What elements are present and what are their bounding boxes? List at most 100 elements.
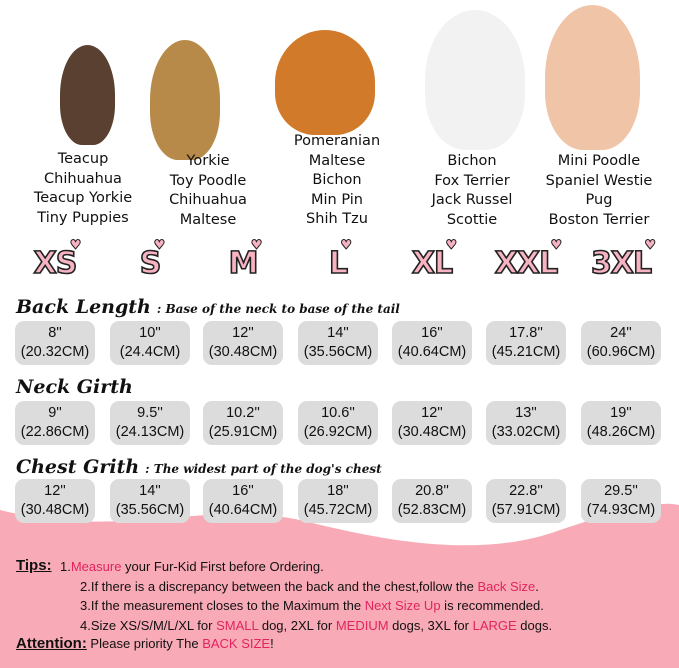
cm-value: (40.64CM) <box>397 344 467 360</box>
inches-value: 9'' <box>48 405 62 421</box>
breed-name: Pug <box>585 192 613 208</box>
breed-name: Yorkie <box>186 153 230 169</box>
heart-icon: ♥ <box>445 238 458 254</box>
size-text: XL <box>411 245 454 282</box>
inches-value: 9.5'' <box>137 405 163 421</box>
row-header: Back Length : Base of the neck to base of… <box>16 296 400 318</box>
cm-value: (40.64CM) <box>208 502 278 518</box>
inches-value: 10.2'' <box>226 405 260 421</box>
row-title: Back Length <box>16 296 151 318</box>
cm-value: (30.48CM) <box>20 502 90 518</box>
size-text: XS <box>33 245 78 282</box>
inches-value: 17.8'' <box>509 325 543 341</box>
breed-list: Teacup Chihuahua Teacup Yorkie Tiny Puppies <box>34 150 132 228</box>
measurement-cell: 10.6'' (26.92CM) <box>298 401 378 445</box>
tip-line: 3.If the measurement closes to the Maxim… <box>80 596 544 616</box>
breed-name: Spaniel Westie <box>545 172 653 189</box>
tip-line: 1.Measure your Fur-Kid First before Orde… <box>60 557 324 577</box>
tip-line: 4.Size XS/S/M/L/XL for SMALL dog, 2XL fo… <box>80 616 552 636</box>
inches-value: 14'' <box>139 483 161 499</box>
tip-text: . <box>535 578 539 594</box>
inches-value: 22.8'' <box>509 483 543 499</box>
cm-value: (52.83CM) <box>397 502 467 518</box>
row-title: Neck Girth <box>16 376 133 398</box>
measurement-cell: 12'' (30.48CM) <box>392 401 472 445</box>
highlight-text: BACK SIZE <box>202 636 271 651</box>
cm-value: (33.02CM) <box>491 424 561 440</box>
measurement-cell: 24'' (60.96CM) <box>581 321 661 365</box>
inches-value: 18'' <box>327 483 349 499</box>
measurement-cell: 22.8'' (57.91CM) <box>486 479 566 523</box>
size-label-m: M ♥ <box>228 238 263 282</box>
cm-value: (35.56CM) <box>303 344 373 360</box>
breed-name: Jack Russel <box>431 192 513 208</box>
row-title: Chest Grith <box>16 456 140 478</box>
inches-value: 24'' <box>610 325 632 341</box>
tip-text: 2.If there is a discrepancy between the … <box>80 578 478 594</box>
size-text: L <box>328 245 349 282</box>
size-label-l: L ♥ <box>328 238 352 282</box>
inches-value: 16'' <box>232 483 254 499</box>
size-text: XXL <box>494 245 559 282</box>
size-label-3xl: 3XL ♥ <box>590 238 656 282</box>
cm-value: (24.13CM) <box>115 424 185 440</box>
tips-label: Tips: <box>16 557 52 574</box>
inches-value: 10'' <box>139 325 161 341</box>
tip-text: 4.Size XS/S/M/L/XL for <box>80 617 217 633</box>
breed-name: Min Pin <box>311 191 363 208</box>
row-header: Neck Girth <box>16 376 139 398</box>
cm-value: (45.21CM) <box>491 344 561 360</box>
highlight-text: Next Size Up <box>364 598 441 613</box>
breed-list: Yorkie Toy Poodle Chihuahua Maltese <box>169 152 247 230</box>
breed-list: Mini Poodle Spaniel Westie Pug Boston Terri… <box>546 152 653 230</box>
measurement-cell: 18'' (45.72CM) <box>298 479 378 523</box>
breed-name: Shih Tzu <box>306 211 368 227</box>
tip-text: ! <box>270 636 274 651</box>
cm-value: (20.32CM) <box>20 344 90 360</box>
cm-value: (48.26CM) <box>586 424 656 440</box>
tip-text: dogs, 3XL for <box>388 617 473 633</box>
highlight-text: SMALL <box>216 617 259 633</box>
yorkie-photo <box>150 40 220 160</box>
breed-name: Teacup <box>57 151 109 167</box>
row-subtitle: : Base of the neck to base of the tail <box>156 302 400 316</box>
tip-text: 1. <box>60 559 71 574</box>
measurement-cell: 14'' (35.56CM) <box>298 321 378 365</box>
heart-icon: ♥ <box>340 238 353 254</box>
maltese-photo <box>425 10 525 150</box>
cm-value: (30.48CM) <box>397 424 467 440</box>
cm-value: (26.92CM) <box>303 424 373 440</box>
heart-icon: ♥ <box>153 238 166 254</box>
tip-text: 3.If the measurement closes to the Maxim… <box>80 598 365 613</box>
cm-value: (45.72CM) <box>303 502 373 518</box>
size-text: M <box>228 245 259 282</box>
row-header: Chest Grith: The widest part of the dog'… <box>16 456 382 478</box>
inches-value: 10.6'' <box>321 405 355 421</box>
measurement-cell: 16'' (40.64CM) <box>203 479 283 523</box>
breed-list: Bichon Fox Terrier Jack Russel Scottie <box>432 152 513 230</box>
attention-label: Attention: <box>16 635 87 652</box>
measurement-cell: 13'' (33.02CM) <box>486 401 566 445</box>
highlight-text: Back Size <box>477 578 536 594</box>
size-label-xl: XL ♥ <box>411 238 458 282</box>
cm-value: (35.56CM) <box>115 502 185 518</box>
inches-value: 20.8'' <box>415 483 449 499</box>
measurement-cell: 29.5'' (74.93CM) <box>581 479 661 523</box>
breed-list: Pomeranian Maltese Bichon Min Pin Shih Tzu <box>294 132 380 230</box>
measurement-cell: 10.2'' (25.91CM) <box>203 401 283 445</box>
inches-value: 16'' <box>421 325 443 341</box>
breed-name: Teacup Yorkie <box>33 190 133 206</box>
breed-name: Bichon <box>447 153 497 169</box>
breed-name: Mini Poodle <box>557 153 641 169</box>
measurement-cell: 16'' (40.64CM) <box>392 321 472 365</box>
cm-value: (60.96CM) <box>586 344 656 360</box>
size-label-xxl: XXL ♥ <box>494 238 563 282</box>
inches-value: 13'' <box>515 405 537 421</box>
cm-value: (25.91CM) <box>208 424 278 440</box>
measurement-cell: 8'' (20.32CM) <box>15 321 95 365</box>
inches-value: 12'' <box>232 325 254 341</box>
measurement-cell: 19'' (48.26CM) <box>581 401 661 445</box>
measurement-cell: 17.8'' (45.21CM) <box>486 321 566 365</box>
breed-name: Scottie <box>446 211 498 228</box>
size-label-s: S ♥ <box>139 238 166 282</box>
